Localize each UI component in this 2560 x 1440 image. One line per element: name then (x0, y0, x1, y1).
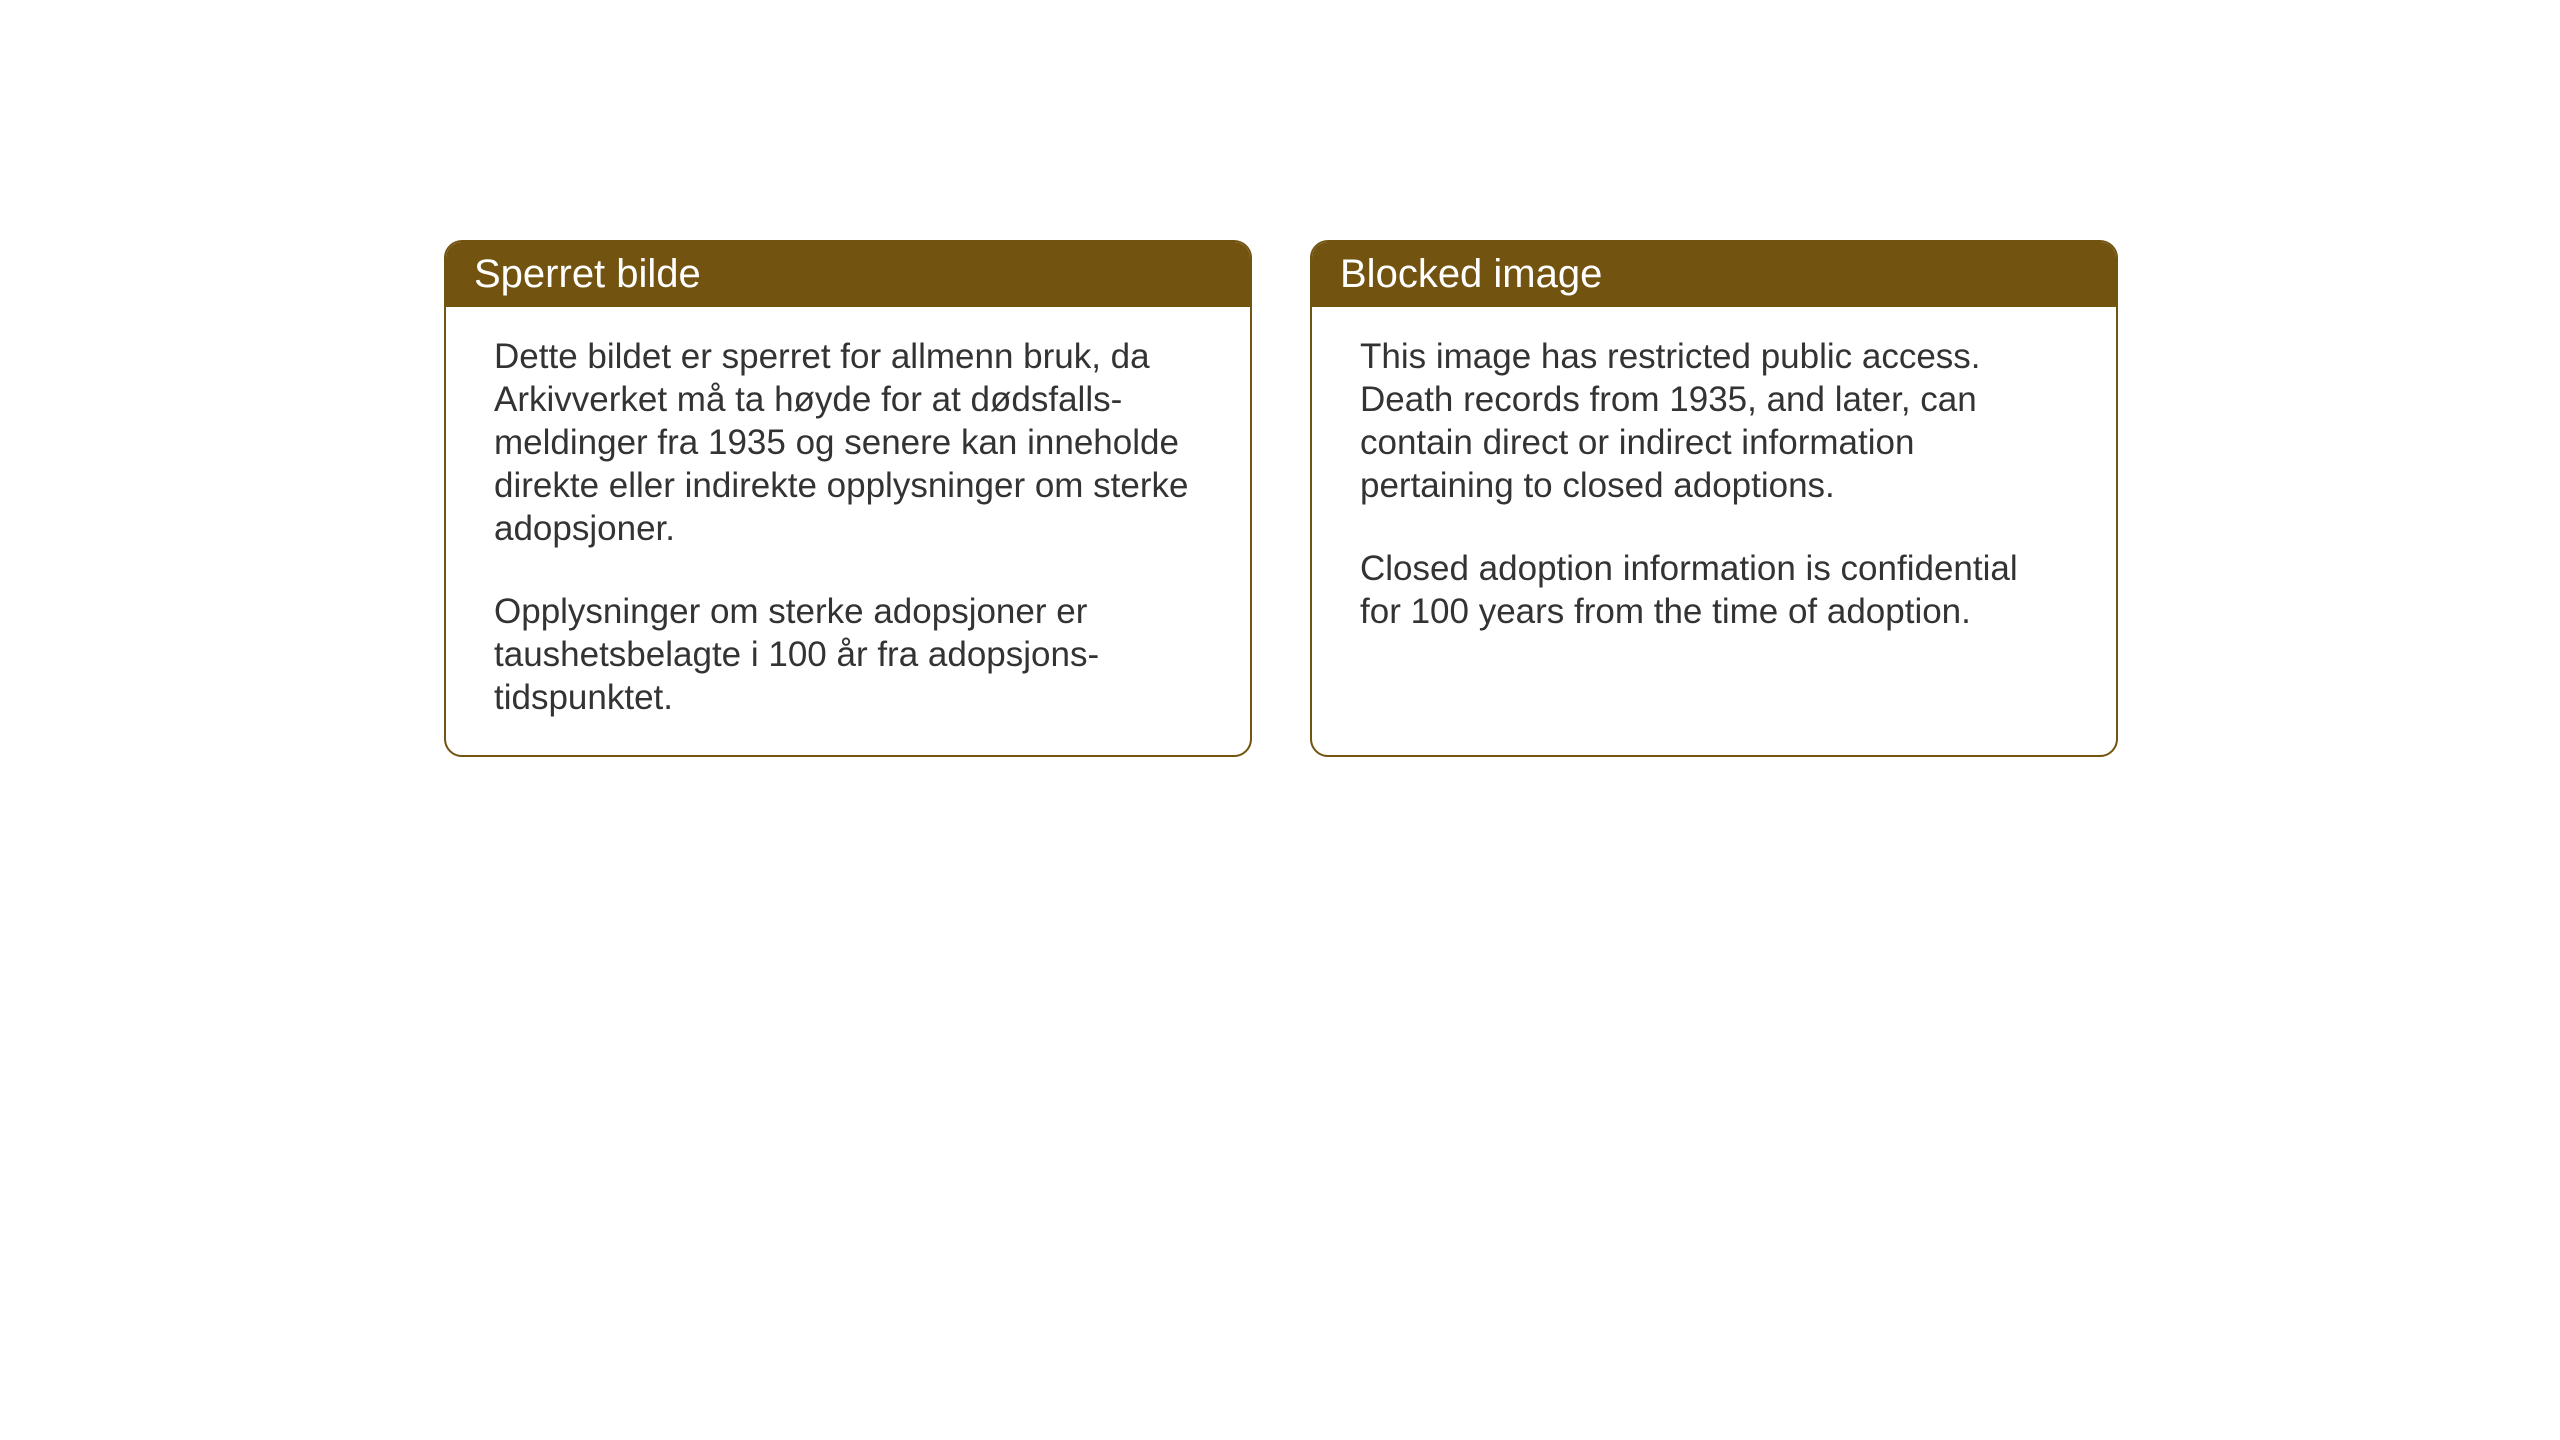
english-card-body: This image has restricted public access.… (1312, 307, 2116, 669)
norwegian-card: Sperret bilde Dette bildet er sperret fo… (444, 240, 1252, 757)
norwegian-paragraph-1: Dette bildet er sperret for allmenn bruk… (494, 335, 1202, 550)
english-card: Blocked image This image has restricted … (1310, 240, 2118, 757)
english-paragraph-2: Closed adoption information is confident… (1360, 547, 2068, 633)
norwegian-card-title: Sperret bilde (446, 242, 1250, 307)
english-paragraph-1: This image has restricted public access.… (1360, 335, 2068, 507)
norwegian-card-body: Dette bildet er sperret for allmenn bruk… (446, 307, 1250, 755)
english-card-title: Blocked image (1312, 242, 2116, 307)
norwegian-paragraph-2: Opplysninger om sterke adopsjoner er tau… (494, 590, 1202, 719)
cards-container: Sperret bilde Dette bildet er sperret fo… (444, 240, 2118, 757)
